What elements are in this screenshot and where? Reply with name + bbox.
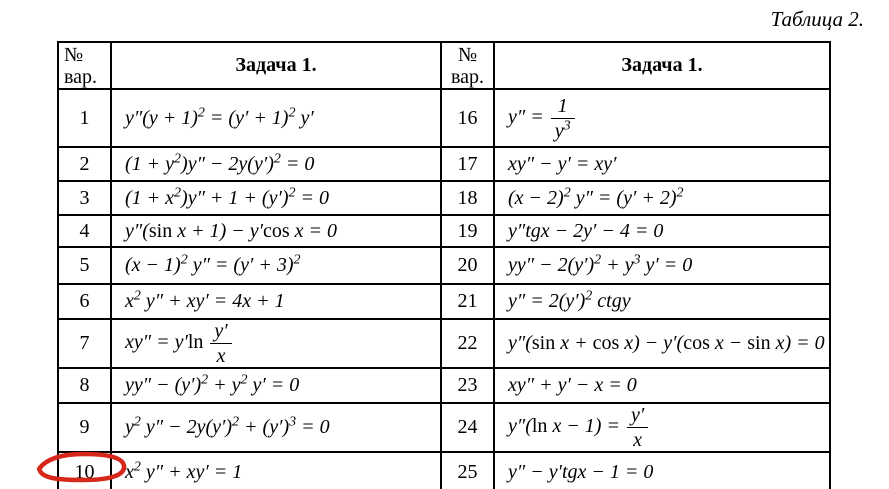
header-variant-number-right: № вар.: [440, 41, 495, 90]
variant-number-cell: 2: [57, 146, 112, 182]
variant-number-label-line1: №: [64, 43, 84, 66]
variant-number-cell: 7: [57, 318, 112, 369]
formula-cell: (x − 1)2 y″ = (y′ + 3)2: [110, 246, 442, 285]
table-row: 8 yy″ − (y′)2 + y2 y′ = 0 23 xy″ + y′ − x =…: [57, 367, 831, 404]
variant-number-cell: 6: [57, 283, 112, 320]
table-row: 3 (1 + x2)y″ + 1 + (y′)2 = 0 18 (x − 2)2 y″…: [57, 180, 831, 216]
variant-number-cell: 8: [57, 367, 112, 404]
table-caption: Таблица 2.: [770, 7, 864, 31]
formula-cell: y2 y″ − 2y(y′)2 + (y′)3 = 0: [110, 402, 442, 453]
variants-table: № вар. Задача 1. № вар. Задача 1. 1 y″(y …: [57, 41, 831, 489]
math-formula: y2 y″ − 2y(y′)2 + (y′)3 = 0: [125, 414, 330, 438]
formula-cell: yy″ − 2(y′)2 + y3 y′ = 0: [493, 246, 831, 285]
math-formula: x2 y″ + xy′ = 4x + 1: [125, 288, 285, 312]
table-row: 5 (x − 1)2 y″ = (y′ + 3)2 20 yy″ − 2(y′)2 +…: [57, 246, 831, 285]
variant-number-cell: 19: [440, 214, 495, 248]
formula-cell: xy″ = y′ln y′ x: [110, 318, 442, 369]
formula-cell: (1 + y2)y″ − 2y(y′)2 = 0: [110, 146, 442, 182]
header-variant-number-left: № вар.: [57, 41, 112, 90]
table-row: 9 y2 y″ − 2y(y′)2 + (y′)3 = 0 24 y″(ln x − …: [57, 402, 831, 453]
formula-cell: y″(y + 1)2 = (y′ + 1)2 y′: [110, 88, 442, 148]
variant-number-cell: 21: [440, 283, 495, 320]
variant-number-cell: 23: [440, 367, 495, 404]
formula-cell: (x − 2)2 y″ = (y′ + 2)2: [493, 180, 831, 216]
math-formula: (x − 2)2 y″ = (y′ + 2)2: [508, 184, 684, 209]
math-formula: xy″ = y′ln y′ x: [125, 321, 234, 366]
table-row: 1 y″(y + 1)2 = (y′ + 1)2 y′ 16 y″ = 1 y3: [57, 88, 831, 148]
math-formula: y″ = 1 y3: [508, 96, 577, 141]
variant-number-cell: 10: [57, 451, 112, 489]
table-row: 7 xy″ = y′ln y′ x 22 y″(sin x + cos x) − y′(…: [57, 318, 831, 369]
variant-number-cell: 9: [57, 402, 112, 453]
variant-number-cell: 16: [440, 88, 495, 148]
variant-number-cell: 5: [57, 246, 112, 285]
math-formula: yy″ − (y′)2 + y2 y′ = 0: [125, 372, 300, 396]
header-task-left: Задача 1.: [110, 41, 442, 90]
variant-number-cell: 1: [57, 88, 112, 148]
math-formula: yy″ − 2(y′)2 + y3 y′ = 0: [508, 252, 693, 276]
variant-number-label-line1: №: [457, 43, 478, 66]
variant-number-cell: 17: [440, 146, 495, 182]
formula-cell: yy″ − (y′)2 + y2 y′ = 0: [110, 367, 442, 404]
header-task-right: Задача 1.: [493, 41, 831, 90]
formula-cell: y″(ln x − 1) = y′ x: [493, 402, 831, 453]
formula-cell: x2 y″ + xy′ = 4x + 1: [110, 283, 442, 320]
formula-cell: y″tgx − 2y′ − 4 = 0: [493, 214, 831, 248]
variant-number-cell: 25: [440, 451, 495, 489]
table-row: 2 (1 + y2)y″ − 2y(y′)2 = 0 17 xy″ − y′ = xy…: [57, 146, 831, 182]
math-formula: y″(y + 1)2 = (y′ + 1)2 y′: [125, 104, 314, 129]
math-formula: xy″ − y′ = xy′: [508, 152, 617, 175]
math-formula: x2 y″ + xy′ = 1: [125, 458, 243, 483]
formula-cell: xy″ − y′ = xy′: [493, 146, 831, 182]
formula-cell: y″ − y′tgx − 1 = 0: [493, 451, 831, 489]
formula-cell: (1 + x2)y″ + 1 + (y′)2 = 0: [110, 180, 442, 216]
variant-number-cell: 4: [57, 214, 112, 248]
table-row: 6 x2 y″ + xy′ = 4x + 1 21 y″ = 2(y′)2 ctgy: [57, 283, 831, 320]
variant-number-cell: 3: [57, 180, 112, 216]
math-formula: (x − 1)2 y″ = (y′ + 3)2: [125, 252, 301, 276]
math-formula: y″(sin x + 1) − y′cos x = 0: [125, 219, 338, 242]
formula-cell: xy″ + y′ − x = 0: [493, 367, 831, 404]
variant-number-cell: 22: [440, 318, 495, 369]
math-formula: y″(ln x − 1) = y′ x: [508, 405, 650, 450]
variant-number-label-line2: вар.: [64, 65, 98, 88]
math-formula: (1 + y2)y″ − 2y(y′)2 = 0: [125, 150, 315, 175]
math-formula: xy″ + y′ − x = 0: [508, 374, 637, 396]
math-formula: y″(sin x + cos x) − y′(cos x − sin x) = …: [508, 332, 825, 354]
table-row: 4 y″(sin x + 1) − y′cos x = 0 19 y″tgx − 2y…: [57, 214, 831, 248]
variant-number-cell: 24: [440, 402, 495, 453]
variant-number-cell: 18: [440, 180, 495, 216]
table-row: 10 x2 y″ + xy′ = 1 25 y″ − y′tgx − 1 = 0: [57, 451, 831, 489]
formula-cell: y″(sin x + 1) − y′cos x = 0: [110, 214, 442, 248]
math-formula: (1 + x2)y″ + 1 + (y′)2 = 0: [125, 184, 329, 209]
math-formula: y″ = 2(y′)2 ctgy: [508, 288, 631, 312]
formula-cell: y″ = 1 y3: [493, 88, 831, 148]
formula-cell: x2 y″ + xy′ = 1: [110, 451, 442, 489]
variant-number-label-line2: вар.: [450, 65, 485, 88]
header-row: № вар. Задача 1. № вар. Задача 1.: [57, 41, 831, 90]
formula-cell: y″ = 2(y′)2 ctgy: [493, 283, 831, 320]
math-formula: y″tgx − 2y′ − 4 = 0: [508, 219, 664, 242]
variant-number-cell: 20: [440, 246, 495, 285]
formula-cell: y″(sin x + cos x) − y′(cos x − sin x) = …: [493, 318, 831, 369]
math-formula: y″ − y′tgx − 1 = 0: [508, 460, 654, 483]
